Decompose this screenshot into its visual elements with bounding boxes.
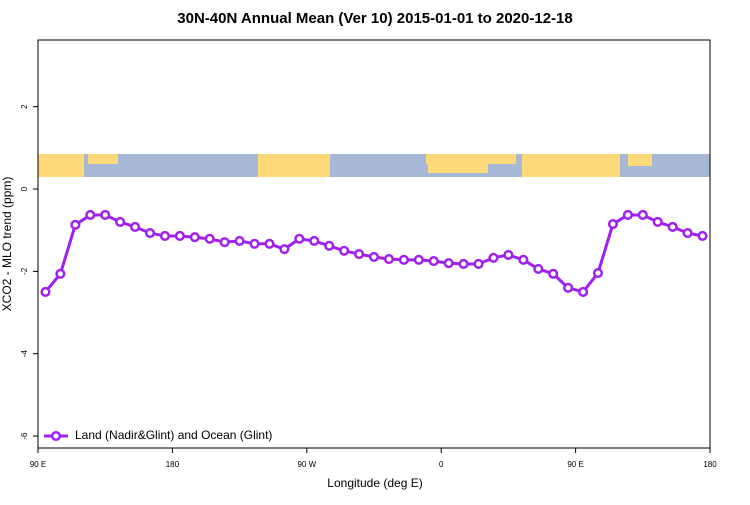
data-point: [563, 282, 574, 293]
x-tick-label: 0: [439, 460, 444, 469]
data-point: [413, 254, 424, 265]
data-point: [219, 237, 230, 248]
data-point: [339, 245, 350, 256]
data-point: [592, 267, 604, 279]
data-point: [458, 258, 469, 270]
data-point: [174, 230, 185, 242]
x-tick-label: 180: [166, 460, 180, 469]
data-point: [533, 263, 544, 274]
x-tick-label: 180: [703, 460, 717, 469]
data-point: [294, 233, 305, 244]
x-tick-label: 90 W: [297, 460, 316, 469]
x-tick-label: 90 E: [567, 460, 583, 469]
data-point: [682, 228, 693, 239]
land: [88, 154, 118, 164]
data-point: [428, 256, 439, 267]
data-point: [264, 238, 275, 249]
data-point: [309, 235, 320, 246]
data-point: [578, 286, 589, 298]
data-point: [368, 251, 380, 263]
data-point: [159, 230, 170, 242]
y-tick-label: 0: [20, 186, 29, 191]
data-point: [607, 218, 618, 230]
data-point: [204, 233, 215, 244]
data-point: [55, 268, 66, 279]
data-point: [473, 258, 484, 270]
data-point: [518, 254, 529, 265]
data-point: [667, 221, 678, 232]
data-point: [488, 252, 499, 263]
data-point: [130, 221, 141, 232]
legend-label: Land (Nadir&Glint) and Ocean (Glint): [75, 428, 272, 442]
chart-title: 30N-40N Annual Mean (Ver 10) 2015-01-01 …: [177, 10, 572, 27]
y-tick-label: -6: [20, 432, 29, 440]
data-point: [144, 228, 156, 239]
data-point: [324, 240, 335, 251]
data-point: [503, 249, 514, 260]
data-point: [279, 244, 290, 255]
data-point: [443, 258, 454, 269]
data-point: [249, 238, 260, 249]
x-tick-label: 90 E: [30, 460, 46, 469]
data-point: [100, 209, 111, 221]
legend-marker: [50, 430, 62, 442]
land-ocean-strip: [38, 154, 710, 177]
data-point: [383, 253, 394, 265]
data-point: [622, 209, 633, 221]
y-tick-label: -4: [20, 350, 29, 358]
data-point: [398, 254, 409, 265]
land: [522, 154, 620, 177]
data-point: [548, 268, 559, 279]
y-tick-label: 2: [20, 104, 29, 109]
y-tick-label: -2: [20, 267, 29, 275]
land: [628, 154, 652, 166]
y-axis-label: XCO2 - MLO trend (ppm): [0, 177, 14, 312]
data-point: [70, 219, 81, 230]
data-point: [637, 209, 648, 221]
data-point: [115, 216, 126, 228]
data-point: [354, 249, 365, 260]
data-point: [652, 216, 663, 228]
land: [428, 164, 488, 173]
data-point: [189, 232, 200, 243]
land: [426, 154, 516, 164]
x-axis-label: Longitude (deg E): [327, 476, 422, 490]
land: [38, 154, 84, 177]
plot-frame: [37, 39, 711, 449]
data-point: [85, 209, 96, 221]
data-point: [697, 230, 708, 242]
data-point: [40, 286, 51, 298]
land: [258, 154, 330, 177]
data-point: [234, 235, 245, 246]
